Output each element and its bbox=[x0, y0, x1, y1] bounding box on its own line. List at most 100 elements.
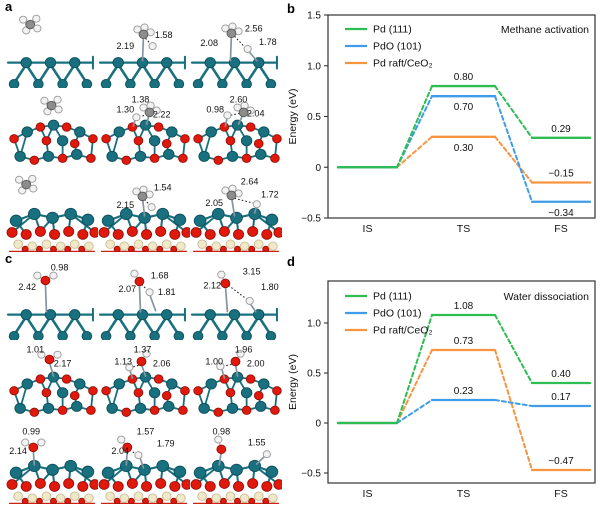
atom bbox=[125, 330, 136, 340]
atom bbox=[253, 491, 264, 501]
atom bbox=[74, 126, 86, 138]
atom bbox=[105, 491, 115, 501]
bond-distance-label: 1.79 bbox=[157, 439, 175, 449]
atom bbox=[204, 57, 216, 69]
bond-distance-label: 1.80 bbox=[261, 282, 279, 292]
atom bbox=[37, 438, 46, 447]
atom bbox=[49, 271, 58, 280]
atom bbox=[119, 241, 130, 251]
value-label: −0.34 bbox=[548, 208, 574, 219]
breaking-bond bbox=[223, 363, 232, 367]
bond-distance-label: 1.13 bbox=[114, 357, 132, 367]
x-tick-label-IS: IS bbox=[363, 223, 373, 235]
atom bbox=[139, 119, 152, 131]
atom bbox=[163, 148, 175, 160]
atom bbox=[112, 57, 124, 69]
atom bbox=[134, 276, 145, 287]
structure-svg: 2.05 2.641.72 bbox=[190, 177, 282, 252]
atom bbox=[78, 497, 86, 504]
atom bbox=[100, 78, 112, 88]
atom bbox=[234, 245, 242, 252]
atom bbox=[71, 148, 83, 160]
breaking-bond bbox=[131, 364, 139, 368]
atom bbox=[35, 497, 43, 504]
series-connector bbox=[494, 399, 533, 407]
series-connector bbox=[494, 85, 533, 139]
atom bbox=[130, 269, 139, 278]
atom bbox=[218, 478, 230, 489]
atom bbox=[40, 275, 51, 286]
atom bbox=[253, 239, 264, 249]
atom bbox=[33, 78, 44, 88]
atom bbox=[44, 57, 57, 69]
atom bbox=[41, 239, 52, 249]
structure-svg: 0.99 2.14 bbox=[6, 427, 98, 504]
atom bbox=[149, 153, 160, 163]
atom bbox=[161, 309, 173, 321]
panel-a-structure-grid: 2.19 1.58 2.08 2.56 1.78 1.30 1.38 2.22 0.98 2.60… bbox=[6, 6, 283, 252]
atom bbox=[272, 134, 282, 144]
atom bbox=[268, 493, 278, 503]
atom bbox=[239, 493, 250, 503]
atom bbox=[113, 378, 125, 390]
atom bbox=[86, 405, 96, 415]
bond-distance-label: 2.04 bbox=[111, 446, 129, 456]
atom bbox=[77, 229, 89, 240]
atom bbox=[106, 150, 118, 162]
atom bbox=[125, 78, 136, 88]
structure-svg: 0.98 1.55 bbox=[190, 427, 282, 504]
atom bbox=[33, 24, 42, 33]
atom bbox=[161, 491, 172, 501]
atom bbox=[170, 245, 178, 252]
atom bbox=[142, 497, 150, 504]
atom bbox=[228, 57, 241, 69]
atom bbox=[139, 371, 152, 383]
atom bbox=[27, 207, 41, 221]
bond bbox=[224, 284, 229, 313]
atom bbox=[197, 491, 207, 501]
atom bbox=[121, 155, 132, 165]
atom bbox=[15, 175, 24, 184]
bond bbox=[229, 33, 233, 62]
atom bbox=[81, 465, 95, 478]
x-tick-label-TS: TS bbox=[457, 488, 470, 500]
atom bbox=[57, 405, 68, 415]
structure-pdo101-initial-state bbox=[6, 88, 98, 170]
atom bbox=[8, 330, 20, 340]
atom bbox=[69, 491, 80, 501]
atom bbox=[230, 356, 241, 367]
atom bbox=[127, 497, 135, 504]
atom bbox=[156, 245, 164, 252]
atom bbox=[211, 207, 225, 221]
x-tick-label-FS: FS bbox=[554, 488, 567, 500]
atom bbox=[270, 405, 280, 415]
structure-svg: 2.19 1.58 bbox=[98, 23, 187, 88]
atom bbox=[261, 481, 273, 492]
atom bbox=[13, 239, 23, 249]
atom bbox=[180, 386, 190, 396]
atom bbox=[166, 126, 178, 138]
atom bbox=[148, 135, 161, 147]
atom bbox=[125, 363, 134, 372]
bond-distance-label: 1.55 bbox=[248, 438, 266, 448]
atom bbox=[112, 309, 124, 321]
chart-title: Water dissociation bbox=[504, 291, 590, 303]
value-label: 0.73 bbox=[454, 336, 474, 347]
atom bbox=[89, 479, 98, 490]
atom bbox=[69, 391, 80, 401]
atom bbox=[161, 391, 172, 401]
atom bbox=[57, 153, 68, 163]
y-axis-label: Energy (eV) bbox=[287, 88, 299, 144]
structure-svg: 1.57 2.04 1.79 bbox=[98, 427, 190, 504]
atom bbox=[64, 245, 72, 252]
atom bbox=[81, 213, 95, 226]
structure-svg: 0.98 2.60 2.04 bbox=[193, 95, 282, 165]
atom bbox=[220, 278, 231, 289]
atom bbox=[211, 241, 222, 251]
atom bbox=[53, 95, 62, 104]
structure-row-pdo101: 1.30 1.38 2.22 0.98 2.60 2.04 bbox=[6, 88, 283, 170]
value-label: 1.08 bbox=[454, 301, 474, 312]
atom bbox=[21, 378, 33, 390]
atom bbox=[134, 150, 147, 162]
atom bbox=[46, 463, 59, 476]
